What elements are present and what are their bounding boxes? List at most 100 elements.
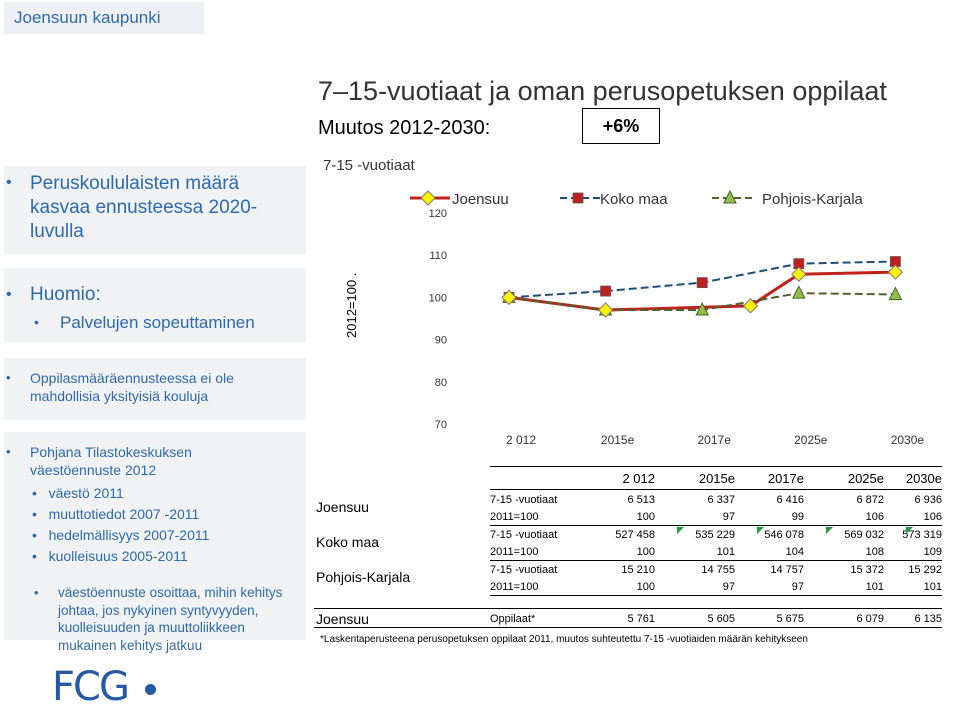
legend-entry: Koko maa [600,191,668,208]
table-cell: 546 078 [764,529,804,541]
row-label: 7-15 -vuotiaat [490,494,558,506]
region-label: Joensuu [316,611,369,627]
table-cell: 6 135 [914,613,942,625]
data-point [791,266,807,282]
region-label: Pohjois-Karjala [316,569,411,585]
data-point [791,285,806,299]
legend-entry: Pohjois-Karjala [762,191,864,208]
slide-subtitle: Muutos 2012-2030: [318,117,491,139]
y-axis-label: 2012=100 . [344,273,359,338]
table-cell: 569 032 [844,529,884,541]
table-cell: 15 210 [621,564,655,576]
org-name: Joensuun kaupunki [14,8,161,27]
table-cell: 106 [923,511,942,523]
x-tick-label: 2030e [891,433,925,447]
data-point [888,286,903,300]
sidebar-subpoint: Palvelujen sopeuttaminen [60,313,255,332]
column-header: 2017e [767,471,804,486]
data-point [723,189,737,204]
column-header: 2030e [905,471,942,486]
bullet-icon: • [6,286,12,303]
row-label: 7-15 -vuotiaat [490,564,558,576]
column-header: 2015e [698,471,735,486]
sidebar-block-4: • Pohjana Tilastokeskuksen väestöennuste… [4,432,306,653]
table-cell: 97 [791,581,804,593]
table-cell: 100 [636,511,655,523]
bullet-icon: • [34,585,39,600]
table-cell: 101 [865,581,884,593]
table-header: 2 012 2015e 2017e 2025e 2030e [490,466,942,490]
data-point [597,302,614,318]
row-label: 2011=100 [490,581,539,593]
pupils-row: Joensuu Oppilaat* 5 761 5 605 5 675 6 079 6 13… [314,608,942,628]
data-point [742,298,759,314]
data-point [420,190,436,206]
y-tick-label: 70 [435,419,447,431]
fcg-logo: FCG [52,664,130,710]
bullet-icon: • [6,444,11,459]
footnote: *Laskentaperusteena perusopetuksen oppil… [320,634,808,645]
table-cell: 5 761 [627,613,655,625]
table-row: 2011=100 100 97 97 101 101 [490,579,942,596]
table-cell: 6 079 [856,613,884,625]
table-cell: 100 [636,546,655,558]
y-tick-label: 80 [435,377,447,389]
y-tick-label: 120 [429,208,447,220]
table-row: 7-15 -vuotiaat 6 513 6 337 6 416 6 872 6 936 [490,492,942,509]
table-cell: 6 936 [914,494,942,506]
sidebar-point-note: Huomio: [30,284,101,305]
cell-marker-icon [826,527,833,534]
list-item: • hedelmällisyys 2007-2011 [32,527,210,543]
column-header: 2025e [847,471,884,486]
column-header: 2 012 [622,471,655,486]
table-cell: 6 337 [707,494,735,506]
data-point [695,301,710,316]
table-cell: 15 372 [850,564,884,576]
list-item: • väestö 2011 [32,485,124,501]
data-point [696,277,708,289]
sidebar-point-projection: väestöennuste osoittaa, mihin kehitys jo… [58,585,283,653]
table-cell: 100 [636,581,655,593]
sidebar-block-1: • Peruskoululaisten määrä kasvaa ennuste… [4,166,306,254]
table-cell: 6 513 [627,494,655,506]
table-cell: 97 [722,511,735,523]
list-item: • muuttotiedot 2007 -2011 [32,506,200,522]
line-chart: 2012=100 . 120 110 100 90 80 70 2 012 2015e 201… [344,189,925,447]
bullet-icon: • [6,370,11,385]
table-row: 7-15 -vuotiaat 527 458 535 229 546 078 569 0… [490,527,942,544]
table-row: 7-15 -vuotiaat 15 210 14 755 14 757 15 372 15… [490,562,942,579]
row-label: 2011=100 [490,511,539,523]
row-label: 7-15 -vuotiaat [490,529,558,541]
cell-marker-icon [677,527,684,534]
data-point [501,289,517,306]
sidebar-point-basis: Pohjana Tilastokeskuksen väestöennuste 2… [30,444,192,478]
x-tick-label: 2025e [794,433,828,447]
row-label: Oppilaat* [490,613,536,625]
x-tick-label: 2 012 [506,433,536,447]
data-point [572,192,584,204]
table-cell: 14 757 [770,564,804,576]
table-cell: 106 [865,511,884,523]
table-cell: 5 605 [707,613,735,625]
table-cell: 109 [923,546,942,558]
cell-marker-icon [906,527,913,534]
age-group-label: 7-15 -vuotiaat [323,157,415,174]
x-tick-label: 2017e [698,433,732,447]
sidebar-block-2: • Huomio: • Palvelujen sopeuttaminen [4,268,306,342]
slide-title: 7–15-vuotiaat ja oman perusopetuksen opp… [318,76,887,106]
table-cell: 101 [923,581,942,593]
table-cell: 15 292 [908,564,942,576]
row-label: 2011=100 [490,546,539,558]
data-point [887,264,904,280]
y-tick-label: 90 [435,335,447,347]
change-badge: +6% [582,108,660,144]
bullet-icon: • [34,314,39,330]
table-cell: 6 416 [776,494,804,506]
org-header: Joensuun kaupunki [4,2,204,34]
x-tick-label: 2015e [601,433,635,447]
table-cell: 108 [865,546,884,558]
table-cell: 104 [785,546,804,558]
table-cell: 97 [722,581,735,593]
table-cell: 6 872 [856,494,884,506]
table-cell: 5 675 [776,613,804,625]
